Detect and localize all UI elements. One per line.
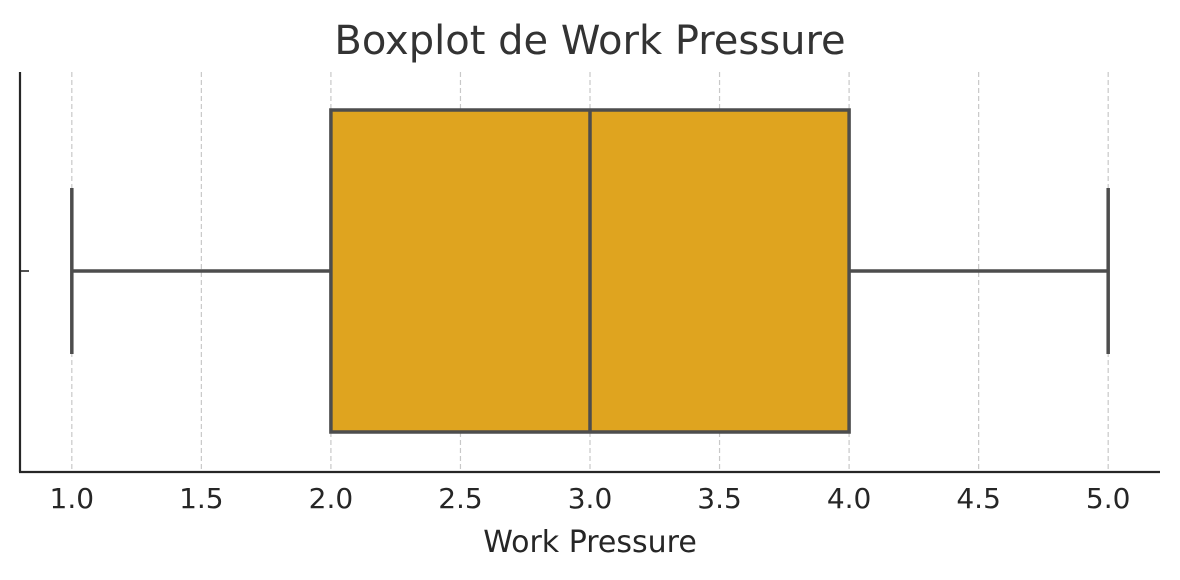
x-axis-label: Work Pressure	[483, 525, 697, 560]
x-tick-label-7: 4.5	[956, 482, 1001, 515]
tick-layer: 1.0 1.5 2.0 2.5 3.0 3.5 4.0 4.5 5.0	[50, 482, 1131, 515]
x-tick-label-0: 1.0	[50, 482, 95, 515]
x-tick-label-4: 3.0	[568, 482, 613, 515]
box-layer	[70, 108, 1110, 434]
x-tick-label-3: 2.5	[438, 482, 483, 515]
chart-title: Boxplot de Work Pressure	[334, 18, 845, 64]
x-tick-label-5: 3.5	[697, 482, 742, 515]
axis-layer	[18, 72, 1160, 474]
x-tick-label-8: 5.0	[1086, 482, 1131, 515]
x-tick-label-6: 4.0	[827, 482, 872, 515]
x-tick-label-2: 2.0	[309, 482, 354, 515]
x-tick-label-1: 1.5	[179, 482, 224, 515]
